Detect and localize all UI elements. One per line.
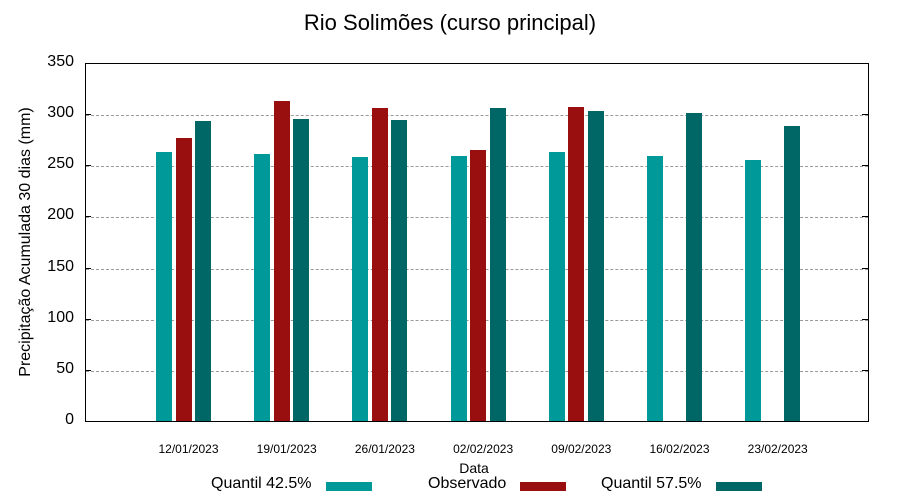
bar-quantil-57-5--2 (391, 120, 408, 421)
y-tick-mark (862, 318, 868, 320)
legend-swatch (520, 481, 567, 491)
gridline (86, 115, 868, 117)
y-tick-mark (85, 267, 91, 269)
x-tick-label: 16/02/2023 (649, 442, 710, 456)
x-tick-label: 23/02/2023 (747, 442, 808, 456)
x-tick-label: 09/02/2023 (551, 442, 612, 456)
y-tick-mark (862, 267, 868, 269)
bar-quantil-42-5--0 (156, 152, 172, 421)
bar-quantil-57-5--0 (195, 121, 211, 421)
y-tick-mark (862, 216, 868, 218)
y-tick-mark (862, 114, 868, 116)
bar-quantil-42-5--6 (745, 160, 762, 421)
bar-observado-0 (175, 137, 192, 421)
y-tick-label: 50 (56, 359, 74, 377)
x-tick-label: 02/02/2023 (453, 442, 514, 456)
y-tick-label: 200 (47, 206, 74, 224)
legend-item: Observado (428, 475, 567, 493)
x-tick-label: 12/01/2023 (158, 442, 219, 456)
bar-quantil-57-5--1 (293, 119, 310, 421)
bar-quantil-42-5--4 (548, 152, 565, 421)
y-tick-mark (862, 369, 868, 371)
bar-quantil-42-5--1 (254, 154, 271, 421)
bar-quantil-42-5--3 (450, 156, 467, 421)
bar-quantil-57-5--5 (686, 113, 702, 421)
bar-observado-2 (371, 108, 388, 421)
bar-observado-1 (273, 100, 290, 421)
y-tick-mark (85, 369, 91, 371)
legend-swatch (325, 481, 372, 491)
legend-label: Observado (428, 475, 507, 492)
bar-quantil-42-5--5 (647, 156, 663, 421)
y-tick-label: 250 (47, 155, 74, 173)
y-axis-label: Precipitação Acumulada 30 dias (mm) (17, 107, 34, 377)
y-tick-mark (85, 216, 91, 218)
legend-swatch (715, 481, 762, 491)
x-axis-label: Data (459, 460, 489, 476)
y-tick-mark (862, 165, 868, 167)
y-tick-label: 350 (47, 53, 74, 70)
bar-quantil-57-5--3 (489, 108, 506, 421)
legend-label: Quantil 42.5% (211, 475, 312, 492)
chart-title: Rio Solimões (curso principal) (303, 10, 597, 35)
y-tick-label: 0 (65, 411, 74, 428)
x-tick-label: 19/01/2023 (256, 442, 317, 456)
legend-item: Quantil 42.5% (211, 475, 372, 493)
legend-label: Quantil 57.5% (601, 475, 702, 492)
y-tick-mark (85, 165, 91, 167)
bar-observado-4 (568, 106, 585, 421)
bar-observado-3 (470, 149, 487, 421)
x-tick-label: 26/01/2023 (354, 442, 415, 456)
bar-quantil-57-5--4 (587, 111, 604, 421)
y-tick-label: 300 (47, 104, 74, 122)
y-tick-mark (85, 318, 91, 320)
plot-area (85, 63, 869, 422)
bar-quantil-57-5--6 (784, 126, 801, 421)
y-tick-mark (85, 114, 91, 116)
y-tick-label: 100 (47, 308, 74, 326)
bar-quantil-42-5--2 (352, 157, 369, 421)
legend-item: Quantil 57.5% (601, 475, 762, 493)
y-tick-label: 150 (47, 257, 74, 275)
